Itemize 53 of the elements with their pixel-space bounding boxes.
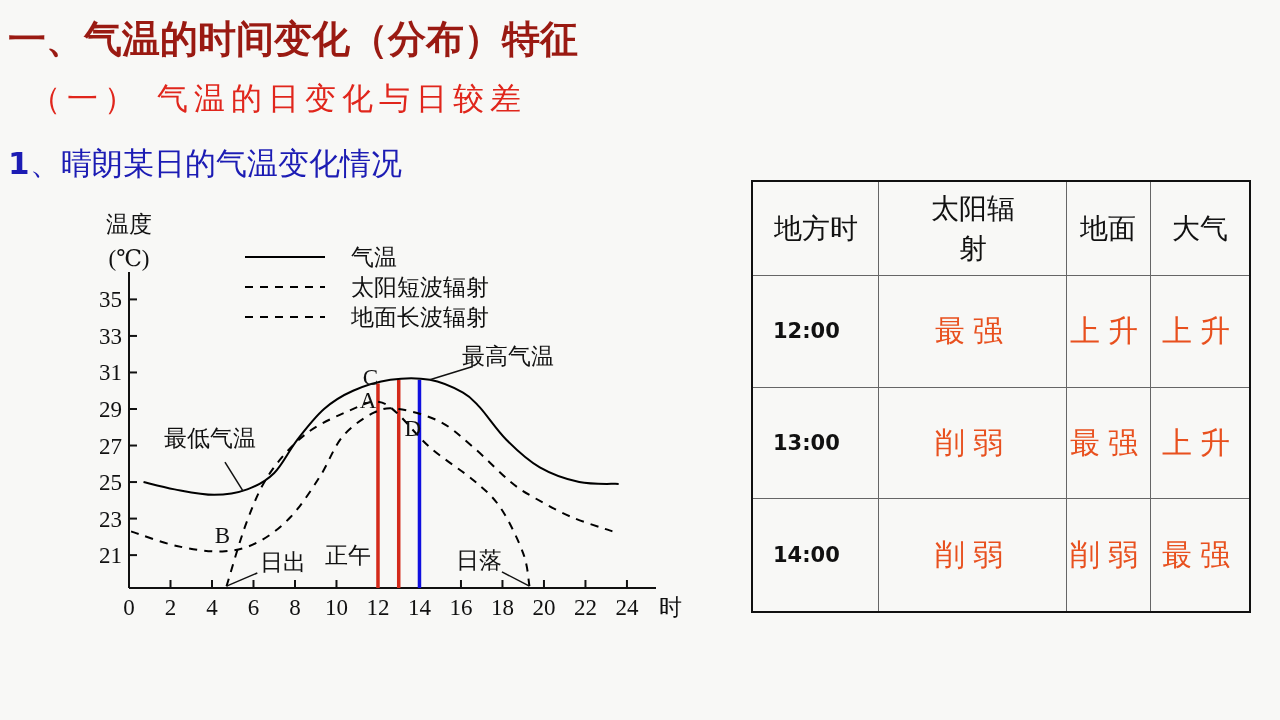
text: 削弱 [934,424,1011,460]
x-tick-label: 12 [366,595,390,620]
x-tick-label: 8 [289,595,301,620]
category-label: 地面 [1066,181,1151,276]
text: 上升 [1162,312,1239,348]
x-tick-label: 10 [324,595,348,620]
y-tick-label: 35 [99,287,122,313]
x-tick-label: 24 [615,595,639,620]
x-axis-title: 时 [659,595,682,620]
legend-label: 太阳短波辐射 [351,275,489,300]
annotation: 日出 [259,550,306,576]
text: 上升 [1070,312,1147,348]
x-tick-label: 18 [490,595,514,620]
annotation: 最高气温 [461,343,554,369]
y-tick-label: 33 [99,323,122,349]
category-label: 14:00 [773,543,840,568]
x-tick-label: 14 [407,595,432,620]
legend-label: 气温 [351,245,397,270]
text: 最强 [1070,424,1147,460]
text: 削弱 [1070,536,1147,572]
text: 1、晴朗某日的气温变化情况 [8,144,402,183]
annotation: 最低气温 [164,426,257,452]
y-tick-label: 29 [99,396,122,422]
y-axis-title: 温度 (℃) [106,212,152,271]
text: 最强 [934,312,1011,348]
category-label: 太阳辐射 [878,181,1067,276]
annotation: A [359,387,377,413]
x-tick-label: 22 [573,595,597,620]
chart-subtitle: （一） 气温的日变化与日较差 [30,79,527,118]
y-tick-label: 23 [99,506,122,532]
category-label: 13:00 [773,431,840,456]
legend-label: 地面长波辐射 [350,305,489,330]
x-tick-label: 16 [449,595,473,620]
y-tick-label: 31 [99,360,122,386]
y-tick-label: 25 [99,470,122,496]
y-tick-label: 21 [99,543,122,569]
x-tick-label: 4 [206,595,219,620]
category-label: 地方时 [752,181,879,276]
category-label: 12:00 [773,319,840,344]
text: 最强 [1162,536,1239,572]
x-tick-label: 20 [532,595,556,620]
y-tick-label: 27 [99,433,122,459]
x-tick-label: 0 [123,595,135,620]
annotation: 正午 [324,543,371,569]
annotation: 日落 [456,548,503,574]
x-tick-label: 2 [164,595,177,620]
text: 上升 [1162,424,1239,460]
x-tick-label: 6 [247,595,260,620]
annotation: C [362,364,379,390]
annotation: B [214,523,231,549]
text: 削弱 [934,536,1011,572]
chart-title: 一、气温的时间变化（分布）特征 [8,16,578,63]
category-label: 大气 [1150,181,1250,276]
